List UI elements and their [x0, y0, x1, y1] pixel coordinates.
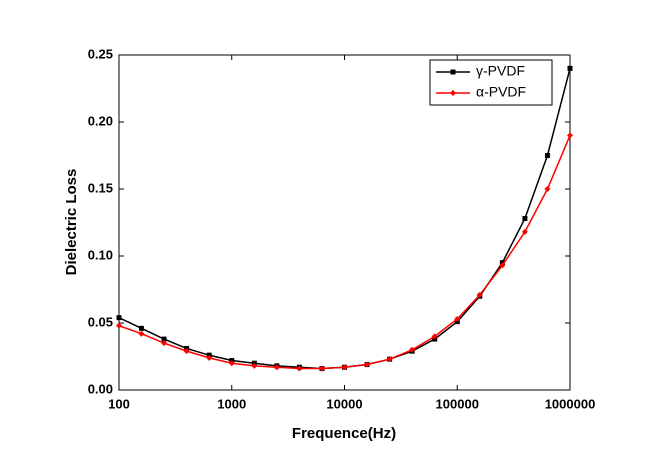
data-point	[228, 360, 235, 367]
data-point	[273, 364, 280, 371]
data-point	[341, 364, 348, 371]
data-point	[431, 333, 438, 340]
data-point	[521, 228, 528, 235]
data-point	[183, 348, 190, 355]
data-point	[251, 362, 258, 369]
y-axis-label: Dielectric Loss	[63, 169, 80, 276]
legend-label: γ-PVDF	[476, 63, 525, 79]
legend-label: α-PVDF	[476, 84, 526, 100]
series-line	[118, 68, 571, 370]
legend-marker	[450, 90, 456, 96]
y-tick-label: 0.25	[88, 46, 113, 61]
data-point	[567, 132, 573, 139]
x-tick-label: 1000000	[545, 396, 596, 411]
y-tick-label: 0.20	[88, 113, 113, 128]
y-tick-label: 0.05	[88, 314, 113, 329]
data-point	[116, 322, 122, 329]
x-tick-label: 1000	[217, 396, 246, 411]
data-point	[296, 365, 303, 372]
data-point	[544, 186, 551, 192]
data-point	[116, 315, 122, 321]
data-point	[499, 262, 506, 269]
data-point	[138, 325, 144, 331]
data-point	[161, 340, 168, 347]
data-point	[567, 65, 573, 71]
data-point	[206, 354, 213, 361]
data-point	[476, 291, 483, 298]
legend-marker	[450, 69, 456, 75]
legend-box	[429, 59, 553, 106]
x-axis-label: Frequence(Hz)	[292, 425, 396, 442]
x-tick-label: 100	[108, 396, 130, 411]
x-tick-label: 100000	[436, 396, 479, 411]
series-line	[118, 135, 571, 370]
y-tick-label: 0.00	[88, 381, 113, 396]
data-point	[318, 365, 325, 372]
data-point	[161, 336, 167, 342]
y-tick-label: 0.15	[88, 180, 113, 195]
data-point	[522, 215, 528, 221]
y-tick-label: 0.10	[88, 247, 113, 262]
data-point	[454, 315, 461, 322]
x-tick-label: 10000	[326, 396, 362, 411]
data-point	[364, 361, 371, 368]
data-point	[544, 153, 550, 158]
data-point	[409, 346, 416, 353]
data-point	[386, 356, 393, 363]
data-point	[138, 330, 145, 337]
